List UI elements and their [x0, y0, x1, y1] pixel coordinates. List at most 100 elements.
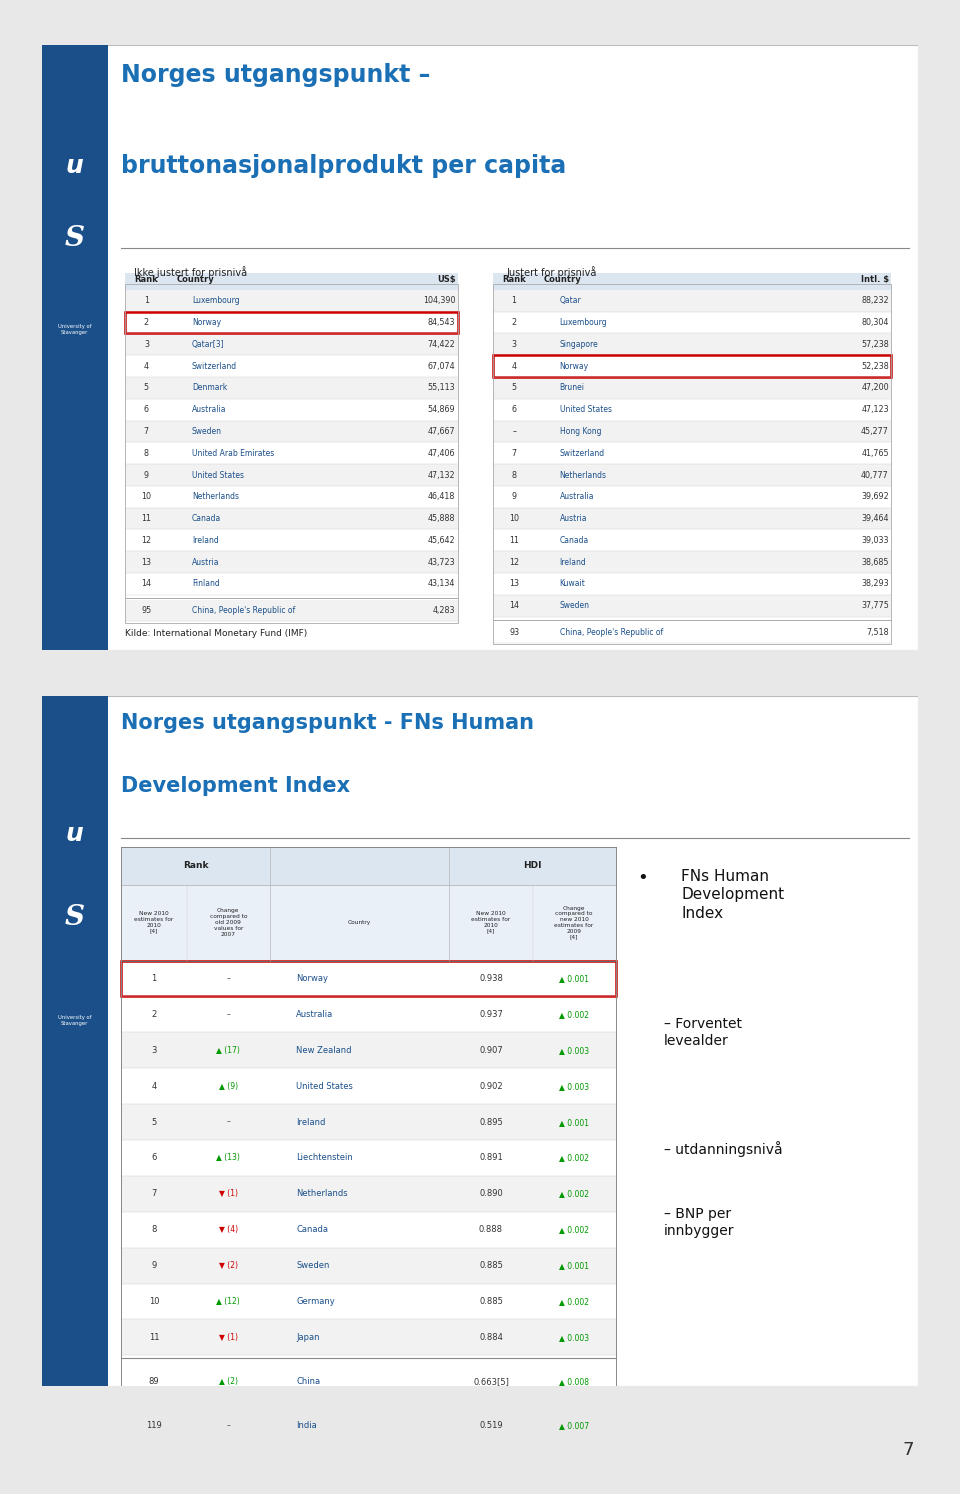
Text: 47,406: 47,406: [428, 448, 455, 457]
Text: 1: 1: [512, 296, 516, 305]
Text: 67,074: 67,074: [428, 362, 455, 371]
Bar: [493, 284, 892, 644]
Text: 74,422: 74,422: [428, 339, 455, 348]
Text: Netherlands: Netherlands: [296, 1189, 348, 1198]
Text: 3: 3: [151, 1046, 156, 1055]
Text: 0.938: 0.938: [479, 974, 503, 983]
Text: ▼ (1): ▼ (1): [219, 1333, 238, 1342]
Text: 2: 2: [144, 318, 149, 327]
Text: 9: 9: [152, 1261, 156, 1270]
Text: u: u: [65, 154, 84, 178]
Text: ▲ 0.002: ▲ 0.002: [559, 1225, 589, 1234]
Text: Kuwait: Kuwait: [560, 580, 586, 589]
Text: 14: 14: [141, 580, 152, 589]
Text: Norges utgangspunkt –: Norges utgangspunkt –: [121, 63, 430, 87]
Text: 93: 93: [509, 627, 519, 636]
Bar: [493, 622, 892, 644]
Text: Austria: Austria: [192, 557, 220, 566]
Text: Country: Country: [348, 920, 372, 925]
Text: 55,113: 55,113: [428, 384, 455, 393]
Text: ▲ 0.002: ▲ 0.002: [559, 1153, 589, 1162]
Text: ▲ 0.003: ▲ 0.003: [559, 1082, 589, 1091]
Bar: [493, 486, 892, 508]
Text: Rank: Rank: [502, 275, 526, 284]
FancyBboxPatch shape: [493, 356, 892, 376]
Text: –: –: [227, 1118, 230, 1126]
Text: ▼ (2): ▼ (2): [219, 1261, 238, 1270]
Text: 119: 119: [146, 1421, 161, 1430]
Text: 0.891: 0.891: [479, 1153, 503, 1162]
Text: ▲ (2): ▲ (2): [219, 1377, 238, 1386]
Text: ▲ 0.003: ▲ 0.003: [559, 1333, 589, 1342]
Text: Ireland: Ireland: [192, 536, 219, 545]
Text: 10: 10: [509, 514, 519, 523]
Text: 2: 2: [512, 318, 516, 327]
Text: 7: 7: [151, 1189, 156, 1198]
Text: 10: 10: [149, 1297, 159, 1306]
Text: Luxembourg: Luxembourg: [560, 318, 608, 327]
Text: Sweden: Sweden: [560, 601, 589, 610]
Text: Sweden: Sweden: [192, 427, 222, 436]
Text: 39,033: 39,033: [861, 536, 889, 545]
Text: S: S: [64, 226, 84, 252]
Bar: [493, 333, 892, 356]
Text: Sweden: Sweden: [296, 1261, 329, 1270]
Text: 6: 6: [512, 405, 516, 414]
Text: Ireland: Ireland: [560, 557, 587, 566]
Text: 89: 89: [149, 1377, 159, 1386]
Text: 52,238: 52,238: [861, 362, 889, 371]
Text: 38,685: 38,685: [861, 557, 889, 566]
Text: FNs Human
Development
Index: FNs Human Development Index: [682, 870, 784, 920]
Text: Ireland: Ireland: [296, 1118, 325, 1126]
Text: •: •: [637, 870, 648, 887]
Text: 11: 11: [509, 536, 519, 545]
Text: 43,134: 43,134: [428, 580, 455, 589]
Bar: [126, 442, 458, 465]
Text: 88,232: 88,232: [861, 296, 889, 305]
Bar: [126, 312, 458, 333]
Text: 47,200: 47,200: [861, 384, 889, 393]
Bar: [126, 333, 458, 356]
Text: Switzerland: Switzerland: [560, 448, 605, 457]
Bar: [493, 399, 892, 421]
Bar: [493, 508, 892, 529]
Text: Australia: Australia: [192, 405, 227, 414]
Text: 45,277: 45,277: [861, 427, 889, 436]
Bar: [493, 376, 892, 399]
Bar: [121, 1283, 615, 1319]
Text: – utdanningsnivå: – utdanningsnivå: [664, 1141, 782, 1158]
Text: 4: 4: [152, 1082, 156, 1091]
Text: 7: 7: [902, 1440, 914, 1460]
Text: S: S: [64, 904, 84, 931]
Text: 46,418: 46,418: [428, 493, 455, 502]
Bar: [126, 599, 458, 622]
Text: Denmark: Denmark: [192, 384, 228, 393]
Text: Rank: Rank: [182, 861, 208, 870]
Text: Australia: Australia: [560, 493, 594, 502]
Text: 3: 3: [144, 339, 149, 348]
Text: ▲ (12): ▲ (12): [216, 1297, 240, 1306]
Text: China, People's Republic of: China, People's Republic of: [560, 627, 663, 636]
Text: 10: 10: [141, 493, 152, 502]
Bar: [126, 284, 458, 623]
Text: 0.902: 0.902: [479, 1082, 503, 1091]
Text: 0.888: 0.888: [479, 1225, 503, 1234]
Text: Norway: Norway: [296, 974, 328, 983]
Text: ▲ 0.003: ▲ 0.003: [559, 1046, 589, 1055]
Text: China: China: [296, 1377, 321, 1386]
Bar: [126, 376, 458, 399]
Text: 8: 8: [151, 1225, 156, 1234]
Text: 7: 7: [512, 448, 516, 457]
Text: ▲ (13): ▲ (13): [216, 1153, 240, 1162]
Text: ▲ (17): ▲ (17): [216, 1046, 240, 1055]
Text: 6: 6: [144, 405, 149, 414]
Bar: [121, 884, 615, 961]
Bar: [126, 486, 458, 508]
Text: 9: 9: [512, 493, 516, 502]
Bar: [121, 996, 615, 1032]
Text: Country: Country: [177, 275, 214, 284]
Text: ▲ 0.001: ▲ 0.001: [559, 974, 589, 983]
Text: Qatar[3]: Qatar[3]: [192, 339, 225, 348]
Text: Intl. $: Intl. $: [861, 275, 889, 284]
Text: Finland: Finland: [192, 580, 220, 589]
